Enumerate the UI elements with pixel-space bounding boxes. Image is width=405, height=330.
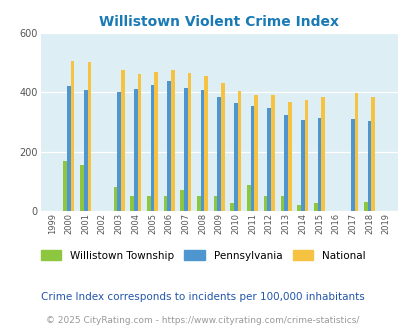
Bar (163, 196, 167, 211)
Bar (354, 93, 358, 211)
Bar (87, 61, 91, 211)
Bar (304, 100, 307, 211)
Bar (154, 72, 158, 211)
Bar (267, 108, 271, 211)
Bar (280, 196, 283, 211)
Bar (230, 203, 234, 211)
Bar (250, 106, 254, 211)
Bar (67, 86, 70, 211)
Bar (137, 74, 141, 211)
Bar (234, 103, 237, 211)
Bar (363, 202, 367, 211)
Bar (300, 120, 304, 211)
Bar (317, 118, 320, 211)
Bar (221, 83, 224, 211)
Bar (313, 203, 317, 211)
Bar (171, 70, 174, 211)
Bar (180, 190, 183, 211)
Bar (121, 70, 124, 211)
Bar (350, 119, 354, 211)
Bar (117, 92, 121, 211)
Bar (196, 196, 200, 211)
Bar (271, 95, 274, 211)
Bar (217, 97, 221, 211)
Bar (237, 91, 241, 211)
Bar (247, 185, 250, 211)
Bar (130, 196, 134, 211)
Bar (183, 88, 187, 211)
Bar (287, 102, 291, 211)
Bar (70, 61, 74, 211)
Bar (134, 89, 137, 211)
Bar (167, 81, 171, 211)
Bar (147, 196, 150, 211)
Bar (371, 97, 374, 211)
Bar (284, 115, 287, 211)
Bar (63, 161, 67, 211)
Bar (263, 196, 267, 211)
Bar (200, 90, 204, 211)
Bar (296, 205, 300, 211)
Bar (367, 121, 371, 211)
Bar (84, 90, 87, 211)
Bar (204, 76, 207, 211)
Bar (320, 97, 324, 211)
Text: © 2025 CityRating.com - https://www.cityrating.com/crime-statistics/: © 2025 CityRating.com - https://www.city… (46, 316, 359, 325)
Bar (213, 196, 217, 211)
Title: Willistown Violent Crime Index: Willistown Violent Crime Index (99, 15, 339, 29)
Bar (254, 95, 258, 211)
Bar (113, 187, 117, 211)
Text: Crime Index corresponds to incidents per 100,000 inhabitants: Crime Index corresponds to incidents per… (41, 292, 364, 302)
Bar (187, 73, 191, 211)
Bar (80, 165, 84, 211)
Legend: Willistown Township, Pennsylvania, National: Willistown Township, Pennsylvania, Natio… (37, 247, 368, 264)
Bar (150, 85, 154, 211)
